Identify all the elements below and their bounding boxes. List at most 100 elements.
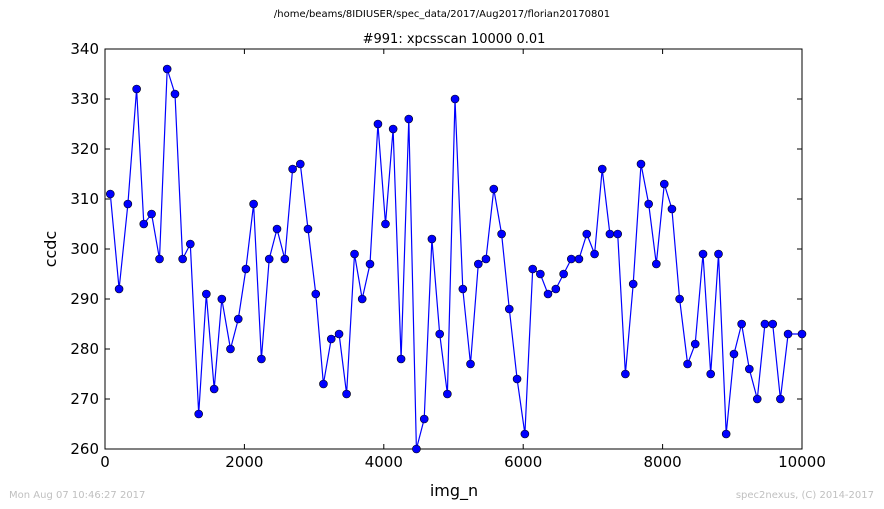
y-tick-label: 300 — [70, 240, 99, 258]
data-point — [667, 204, 677, 214]
data-point — [443, 389, 452, 399]
y-axis-label: ccdc — [41, 231, 60, 268]
data-point — [644, 199, 653, 209]
data-point — [233, 314, 243, 324]
data-point — [582, 229, 592, 239]
data-point — [257, 354, 266, 364]
footer-timestamp: Mon Aug 07 10:46:27 2017 — [9, 490, 146, 501]
data-point — [481, 254, 491, 264]
data-point — [241, 264, 251, 274]
data-point — [590, 249, 599, 259]
data-point — [504, 304, 514, 314]
data-point — [698, 249, 708, 259]
data-point — [466, 359, 475, 369]
data-point — [783, 329, 793, 339]
data-point — [745, 364, 754, 374]
data-point — [605, 229, 615, 239]
y-tick-label: 310 — [70, 190, 99, 208]
y-tick-label: 290 — [70, 290, 99, 308]
data-point — [729, 349, 739, 359]
data-point — [551, 284, 561, 294]
data-point — [528, 264, 537, 274]
data-point — [319, 379, 328, 389]
data-point — [536, 269, 545, 279]
data-point — [186, 239, 195, 249]
data-point — [543, 289, 553, 299]
data-point — [412, 444, 421, 454]
x-tick-label: 2000 — [225, 453, 263, 471]
data-point — [388, 124, 398, 134]
data-point — [162, 64, 172, 74]
data-point — [776, 394, 785, 404]
data-point — [675, 294, 684, 304]
data-point — [365, 259, 375, 269]
data-point — [597, 164, 607, 174]
data-point — [132, 84, 141, 94]
data-point — [427, 234, 437, 244]
y-tick-label: 320 — [70, 140, 99, 158]
data-point — [272, 224, 282, 234]
data-point — [450, 94, 460, 104]
data-point — [202, 289, 211, 299]
chart-title: #991: xpcsscan 10000 0.01 — [363, 32, 546, 47]
data-point — [458, 284, 468, 294]
x-tick-label: 6000 — [504, 453, 542, 471]
data-point — [613, 229, 623, 239]
data-point — [721, 429, 731, 439]
data-point — [574, 254, 584, 264]
x-tick-label: 8000 — [644, 453, 682, 471]
data-point — [520, 429, 530, 439]
axis-ticks: 0 2000 4000 6000 8000 10000 260 270 280 290 300 310… — [70, 40, 826, 471]
data-point — [139, 219, 149, 229]
data-point — [303, 224, 313, 234]
data-point — [357, 294, 367, 304]
series-layer — [105, 64, 807, 454]
x-tick-label: 4000 — [365, 453, 403, 471]
data-point — [311, 289, 321, 299]
data-point — [147, 209, 156, 219]
y-tick-label: 260 — [70, 440, 99, 458]
data-point — [105, 189, 115, 199]
data-point — [326, 334, 336, 344]
data-point — [435, 329, 444, 339]
x-tick-label: 10000 — [778, 453, 826, 471]
data-point — [295, 159, 305, 169]
data-point — [373, 119, 383, 129]
data-point — [194, 409, 203, 419]
data-point — [621, 369, 630, 379]
data-point — [114, 284, 124, 294]
data-point — [209, 384, 219, 394]
x-axis-label: img_n — [430, 481, 478, 501]
plot-frame — [104, 48, 803, 450]
y-tick-label: 270 — [70, 390, 99, 408]
data-point — [350, 249, 359, 259]
figure-suptitle: /home/beams/8IDIUSER/spec_data/2017/Aug2… — [273, 9, 611, 20]
data-point — [170, 89, 180, 99]
data-point — [497, 229, 506, 239]
y-tick-label: 330 — [70, 90, 99, 108]
footer-credit: spec2nexus, (C) 2014-2017 — [735, 490, 874, 501]
data-point — [512, 374, 522, 384]
x-tick-label: 0 — [100, 453, 110, 471]
data-point — [280, 254, 290, 264]
data-point — [760, 319, 770, 329]
data-point — [249, 199, 258, 209]
data-point — [559, 269, 568, 279]
data-point — [768, 319, 778, 329]
y-tick-label: 340 — [70, 40, 99, 58]
data-point — [683, 359, 692, 369]
data-point — [264, 254, 274, 264]
data-point — [636, 159, 646, 169]
data-point — [714, 249, 723, 259]
data-point — [752, 394, 762, 404]
data-point — [288, 164, 297, 174]
data-point — [652, 259, 661, 269]
data-point — [155, 254, 164, 264]
data-point — [628, 279, 638, 289]
data-point — [690, 339, 700, 349]
data-point — [566, 254, 576, 264]
data-point — [419, 414, 429, 424]
data-point — [334, 329, 344, 339]
data-point — [659, 179, 669, 189]
data-point — [404, 114, 414, 124]
